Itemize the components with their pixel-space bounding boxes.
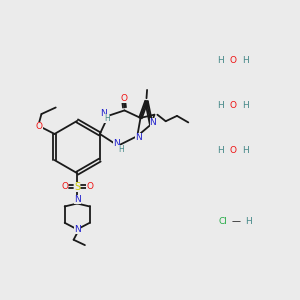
Text: H: H [218,101,224,110]
Text: O: O [86,182,93,191]
Text: N: N [150,118,156,127]
Text: O: O [230,101,237,110]
Text: O: O [230,56,237,65]
Text: H: H [242,56,249,65]
Text: O: O [61,182,68,191]
Text: Cl: Cl [218,217,227,226]
Text: H: H [104,114,110,123]
Text: O: O [120,94,127,103]
Text: N: N [74,225,81,234]
Text: H: H [218,56,224,65]
Text: H: H [242,146,249,154]
Text: O: O [230,146,237,154]
Text: H: H [245,217,251,226]
Text: H: H [242,101,249,110]
Text: H: H [118,145,124,154]
Text: N: N [100,109,107,118]
Text: N: N [74,195,81,204]
Text: S: S [74,182,80,192]
Text: O: O [36,122,43,131]
Text: —: — [232,217,241,226]
Text: N: N [113,140,120,148]
Text: H: H [218,146,224,154]
Text: N: N [135,133,142,142]
